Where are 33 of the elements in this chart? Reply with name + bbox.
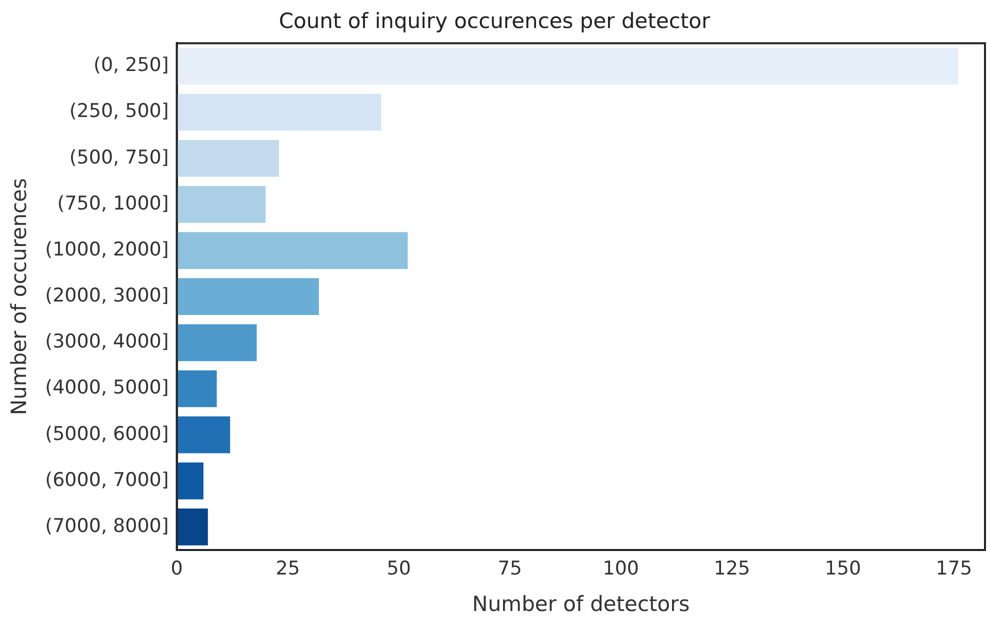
y-tick-label: (3000, 4000] [45,330,169,353]
bar [176,416,230,454]
x-tick-label: 175 [936,557,972,580]
y-tick-label: (7000, 8000] [45,514,169,537]
y-tick-label: (6000, 7000] [45,468,169,491]
bar [176,48,958,85]
y-tick-label: (4000, 5000] [45,376,169,399]
bar [176,94,382,131]
x-tick-label: 150 [824,557,862,580]
bar [176,508,208,546]
x-tick-label: 0 [170,557,183,580]
x-tick-label: 125 [714,557,750,580]
y-tick-label: (500, 750] [69,146,169,168]
y-tick-label: (1000, 2000] [45,238,169,260]
bar [176,370,217,408]
chart-title: Count of inquiry occurences per detector [278,9,710,34]
bar [176,232,408,269]
bar [176,324,257,362]
y-tick-label: (2000, 3000] [45,284,169,307]
x-axis-title: Number of detectors [472,592,690,616]
bar [176,462,204,500]
bar [176,140,279,177]
y-tick-label: (750, 1000] [57,192,169,214]
y-axis-title: Number of occurences [7,178,32,416]
y-tick-label: (0, 250] [94,54,169,76]
bar [176,186,266,223]
bar [176,278,319,316]
x-tick-label: 25 [276,557,300,580]
y-tick-label: (250, 500] [69,100,169,122]
x-tick-label: 50 [386,557,411,580]
x-tick-label: 100 [602,557,640,580]
x-tick-label: 75 [498,557,522,580]
y-tick-label: (5000, 6000] [45,422,169,445]
